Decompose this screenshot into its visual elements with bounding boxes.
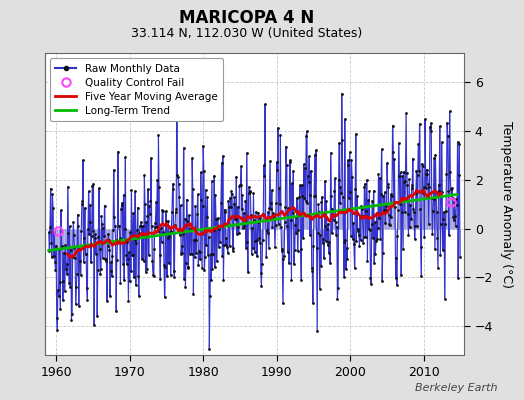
Text: Berkeley Earth: Berkeley Earth bbox=[416, 383, 498, 393]
Text: 33.114 N, 112.030 W (United States): 33.114 N, 112.030 W (United States) bbox=[130, 27, 362, 40]
Legend: Raw Monthly Data, Quality Control Fail, Five Year Moving Average, Long-Term Tren: Raw Monthly Data, Quality Control Fail, … bbox=[50, 58, 223, 121]
Text: MARICOPA 4 N: MARICOPA 4 N bbox=[179, 9, 314, 27]
Y-axis label: Temperature Anomaly (°C): Temperature Anomaly (°C) bbox=[499, 121, 512, 288]
